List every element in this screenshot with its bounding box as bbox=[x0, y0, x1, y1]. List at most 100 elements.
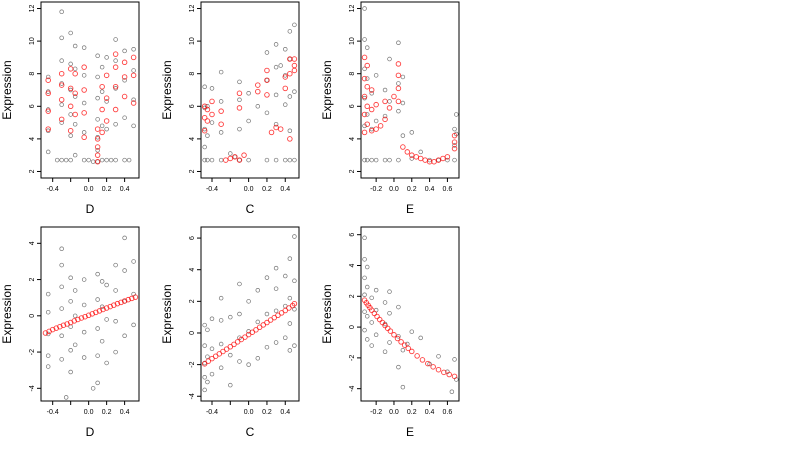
fitted-point bbox=[222, 157, 229, 163]
fitted-point bbox=[232, 154, 238, 160]
fitted-point bbox=[236, 90, 243, 97]
observed-point bbox=[131, 47, 136, 52]
fitted-point bbox=[277, 126, 284, 132]
fitted-point bbox=[236, 157, 243, 163]
fitted-point bbox=[204, 106, 211, 113]
observed-point bbox=[387, 157, 392, 163]
observed-point bbox=[369, 157, 374, 163]
observed-point bbox=[81, 130, 87, 135]
observed-point bbox=[287, 348, 293, 353]
observed-point bbox=[273, 308, 279, 314]
fitted-point bbox=[451, 145, 458, 152]
fitted-point bbox=[394, 335, 401, 342]
fitted-point bbox=[96, 308, 103, 314]
fitted-point bbox=[395, 98, 402, 105]
fitted-point bbox=[364, 121, 370, 127]
observed-point bbox=[95, 148, 100, 153]
observed-point bbox=[68, 299, 73, 304]
observed-point bbox=[95, 326, 100, 331]
observed-point bbox=[59, 157, 64, 163]
x-axis-title: E bbox=[406, 425, 414, 439]
observed-point bbox=[364, 284, 370, 290]
observed-point bbox=[273, 286, 279, 291]
fitted-point bbox=[400, 144, 406, 150]
fitted-point bbox=[201, 114, 208, 121]
observed-point bbox=[99, 157, 105, 163]
plot-frame bbox=[360, 1, 460, 179]
observed-point bbox=[59, 120, 64, 125]
fitted-point bbox=[413, 154, 419, 160]
observed-point bbox=[369, 343, 374, 348]
observed-point bbox=[99, 304, 105, 310]
observed-point bbox=[81, 277, 87, 282]
fitted-point bbox=[255, 82, 261, 88]
fitted-point bbox=[201, 127, 208, 134]
x-axis-title: E bbox=[406, 202, 414, 216]
observed-point bbox=[205, 104, 210, 109]
observed-point bbox=[454, 131, 459, 137]
observed-point bbox=[122, 268, 127, 273]
fitted-point bbox=[242, 334, 248, 340]
observed-point bbox=[68, 112, 73, 117]
observed-point bbox=[287, 94, 293, 99]
observed-point bbox=[369, 320, 374, 325]
fitted-point bbox=[94, 158, 101, 165]
fitted-point bbox=[67, 85, 74, 92]
observed-point bbox=[209, 371, 215, 377]
observed-point bbox=[387, 289, 392, 294]
observed-point bbox=[113, 288, 118, 293]
observed-point bbox=[95, 380, 100, 386]
observed-point bbox=[400, 74, 406, 80]
observed-point bbox=[126, 157, 132, 163]
observed-point bbox=[131, 259, 136, 264]
fitted-point bbox=[241, 152, 247, 158]
observed-point bbox=[202, 343, 207, 348]
observed-point bbox=[59, 357, 64, 362]
chart-panel-top-right: -0.2 0.0 0.2 0.4 0.6 2 4 6 8 10 12 E Expression bbox=[320, 1, 460, 216]
observed-point bbox=[72, 121, 78, 127]
fitted-point bbox=[282, 307, 289, 314]
observed-point bbox=[72, 94, 78, 99]
x-tick-label: -0.4 bbox=[206, 409, 218, 416]
fitted-point bbox=[100, 306, 106, 313]
x-tick-label: 0.0 bbox=[244, 186, 254, 193]
observed-point bbox=[283, 273, 288, 279]
observed-point bbox=[255, 319, 261, 325]
x-tick-label: 0.2 bbox=[407, 409, 417, 416]
observed-point bbox=[72, 288, 78, 293]
x-tick-label: 0.2 bbox=[262, 186, 272, 193]
observed-point bbox=[255, 356, 261, 361]
observed-point bbox=[246, 91, 251, 96]
observed-point bbox=[81, 157, 87, 163]
observed-point bbox=[202, 387, 207, 393]
observed-point bbox=[59, 284, 64, 290]
y-tick-label: 6 bbox=[189, 104, 196, 108]
fitted-point bbox=[130, 72, 137, 79]
observed-point bbox=[264, 50, 270, 55]
observed-point bbox=[95, 53, 100, 59]
fitted-point bbox=[382, 116, 388, 123]
x-axis-title: D bbox=[86, 425, 95, 439]
observed-point bbox=[452, 357, 457, 362]
y-tick-label: 0 bbox=[189, 331, 196, 335]
plot-frame bbox=[40, 1, 140, 179]
fitted-point bbox=[373, 126, 379, 132]
y-tick-label: 4 bbox=[29, 241, 36, 245]
observed-point bbox=[287, 321, 293, 326]
y-tick-label: -2 bbox=[189, 361, 196, 367]
fitted-point bbox=[364, 83, 370, 90]
observed-point bbox=[449, 389, 455, 395]
fitted-point bbox=[49, 326, 56, 333]
observed-point bbox=[99, 338, 105, 344]
fitted-point bbox=[387, 328, 394, 334]
fitted-point bbox=[430, 364, 436, 370]
observed-point bbox=[364, 157, 370, 163]
fitted-point bbox=[112, 106, 119, 113]
observed-point bbox=[364, 76, 370, 81]
y-axis-title: Expression bbox=[320, 284, 334, 343]
observed-point bbox=[113, 157, 118, 163]
observed-point bbox=[202, 375, 207, 380]
x-tick-label: 0.6 bbox=[443, 409, 453, 416]
observed-point bbox=[95, 297, 100, 302]
observed-point bbox=[86, 157, 91, 163]
